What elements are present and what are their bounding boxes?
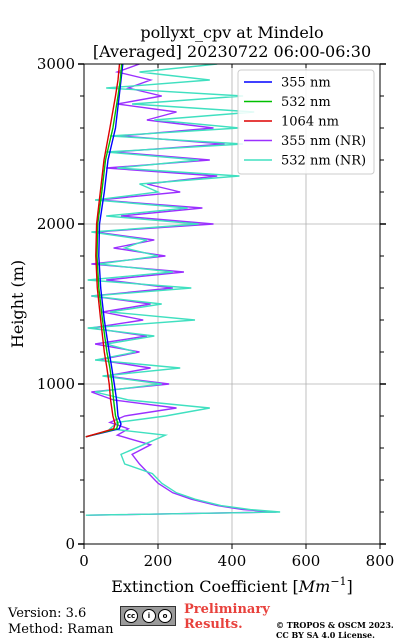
method-label: Method: Raman (8, 622, 114, 637)
preliminary-line1: Preliminary (184, 602, 270, 617)
series-line-1064-nm (85, 64, 121, 438)
legend-label: 355 nm (NR) (281, 134, 366, 149)
x-tick-label: 0 (79, 552, 89, 570)
chart-title-line1: pollyxt_cpv at Mindelo (140, 23, 323, 42)
x-axis-label: Extinction Coefficient [Mm−1] (111, 575, 353, 596)
copyright-line2: CC BY SA 4.0 License. (276, 630, 375, 640)
legend-label: 1064 nm (281, 115, 339, 130)
legend-label: 532 nm (281, 95, 331, 110)
x-tick-label: 200 (144, 552, 173, 570)
cc-license-badge: cc i o (120, 606, 176, 626)
x-tick-label: 400 (218, 552, 247, 570)
y-axis-label: Height (m) (8, 260, 27, 348)
copyright-notice: © TROPOS & OSCM 2023. CC BY SA 4.0 Licen… (276, 620, 394, 640)
chart-title-line2: [Averaged] 20230722 06:00-06:30 (93, 42, 371, 61)
version-label: Version: 3.6 (8, 606, 87, 621)
axis-ticks: 0 200 400 600 800 0 1000 2000 3000 (37, 55, 395, 570)
series-line-532-nm (85, 64, 123, 438)
legend: 355 nm 532 nm 1064 nm 355 nm (NR) 532 nm (NR… (237, 69, 375, 175)
preliminary-results-notice: Preliminary Results. (184, 602, 270, 632)
legend-box (237, 69, 375, 175)
y-tick-label: 3000 (37, 55, 75, 73)
y-tick-label: 0 (65, 535, 75, 553)
series-line-355-nm (85, 64, 124, 438)
y-tick-label: 2000 (37, 215, 75, 233)
x-tick-label: 600 (292, 552, 321, 570)
preliminary-line2: Results. (184, 617, 243, 632)
copyright-line1: © TROPOS & OSCM 2023. (276, 620, 394, 630)
series-line-532-nm-nr- (85, 64, 281, 516)
extinction-chart: pollyxt_cpv at Mindelo [Averaged] 202307… (8, 23, 395, 596)
y-tick-label: 1000 (37, 375, 75, 393)
legend-label: 532 nm (NR) (281, 154, 366, 169)
series-layer (85, 64, 281, 516)
x-tick-label: 800 (366, 552, 395, 570)
legend-label: 355 nm (281, 76, 331, 91)
